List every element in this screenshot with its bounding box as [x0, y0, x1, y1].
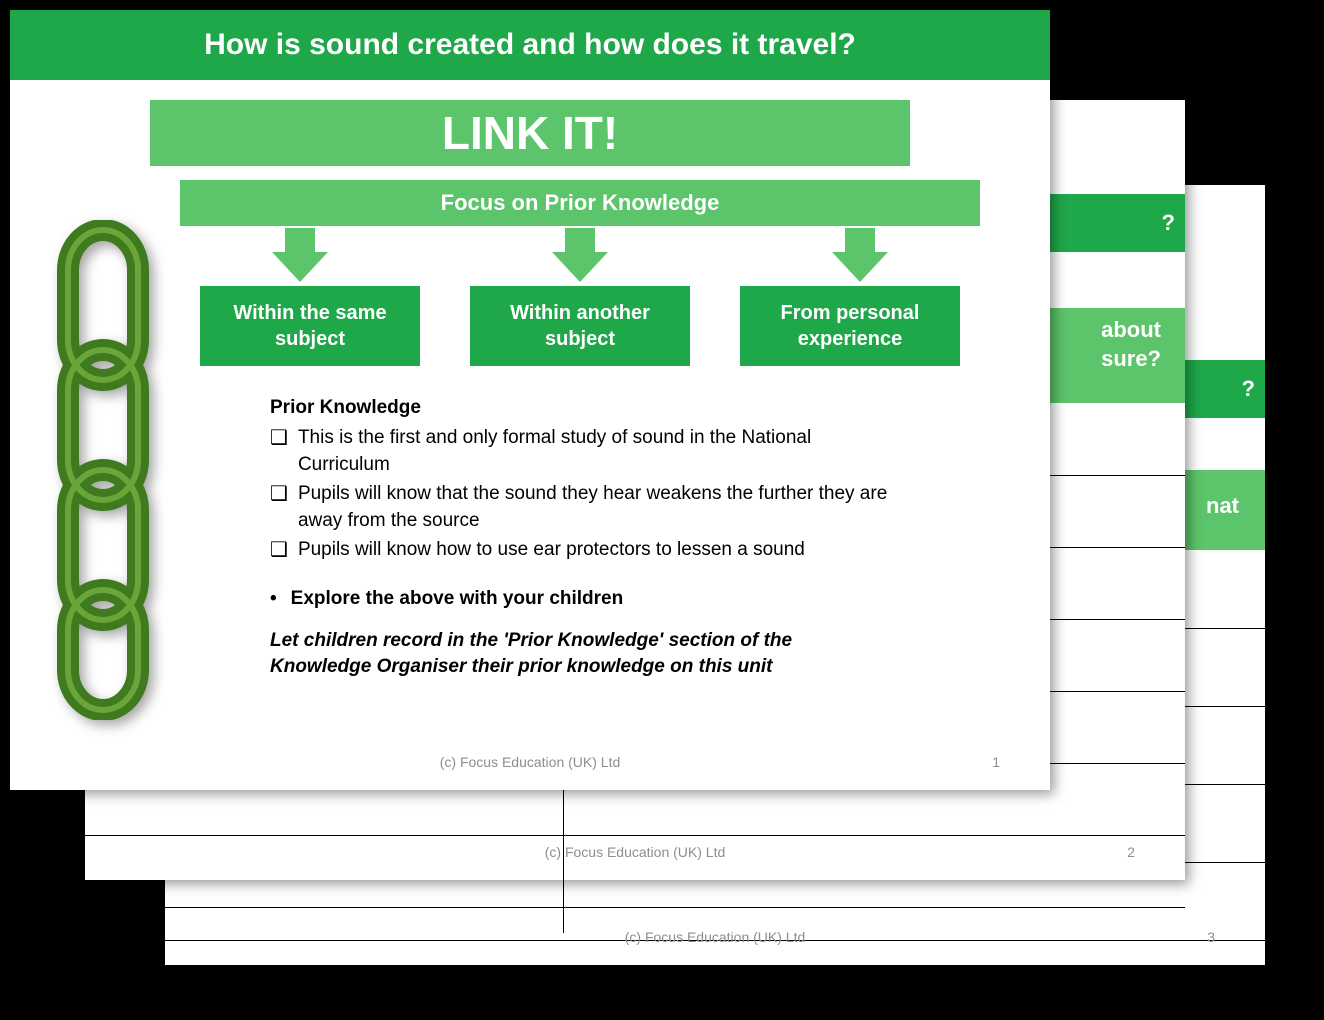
slide2-page-number: 2: [1127, 844, 1135, 860]
slide3-header-text: ?: [1242, 376, 1255, 401]
slide2-copyright: (c) Focus Education (UK) Ltd: [545, 844, 726, 860]
slide3-page-number: 3: [1207, 929, 1215, 945]
slide1-header: How is sound created and how does it tra…: [10, 10, 1050, 80]
slide1-page-number: 1: [992, 754, 1000, 770]
focus-label: Focus on Prior Knowledge: [441, 190, 720, 215]
prior-knowledge-section: Prior Knowledge ❑This is the first and o…: [270, 394, 890, 680]
slide1-copyright: (c) Focus Education (UK) Ltd: [440, 754, 621, 770]
checkbox-icon: ❑: [270, 536, 288, 565]
checkbox-icon: ❑: [270, 424, 288, 479]
slide-1: How is sound created and how does it tra…: [10, 10, 1050, 790]
focus-bar: Focus on Prior Knowledge: [180, 180, 980, 226]
pk-item: ❑Pupils will know that the sound they he…: [270, 480, 890, 535]
category-boxes: Within the same subject Within another s…: [200, 286, 960, 366]
page-title: How is sound created and how does it tra…: [204, 28, 856, 61]
linkit-title: LINK IT!: [150, 100, 910, 166]
slide1-footer: (c) Focus Education (UK) Ltd 1: [10, 754, 1050, 770]
slide2-header-text: ?: [1162, 210, 1175, 235]
slide3-table-header-text: nat: [1206, 493, 1239, 519]
arrows-group: [180, 228, 980, 288]
bullet-icon: •: [270, 585, 277, 613]
pk-item: ❑Pupils will know how to use ear protect…: [270, 536, 890, 565]
italic-note: Let children record in the 'Prior Knowle…: [270, 628, 890, 679]
chain-icon: [38, 220, 168, 720]
box-from-personal-experience: From personal experience: [740, 286, 960, 366]
slide2-footer: (c) Focus Education (UK) Ltd 2: [85, 844, 1185, 860]
box-within-same-subject: Within the same subject: [200, 286, 420, 366]
slide2-table-header-text: about sure?: [1101, 316, 1161, 373]
pk-item: ❑This is the first and only formal study…: [270, 424, 890, 479]
explore-line: • Explore the above with your children: [270, 585, 890, 613]
checkbox-icon: ❑: [270, 480, 288, 535]
pk-heading: Prior Knowledge: [270, 394, 890, 422]
box-within-another-subject: Within another subject: [470, 286, 690, 366]
